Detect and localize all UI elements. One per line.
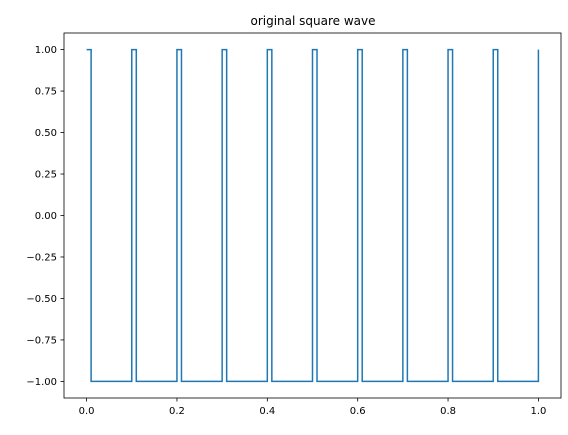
- y-tick-label-6: −0.50: [26, 294, 57, 305]
- y-tick-label-3: 0.25: [35, 170, 57, 181]
- x-tick-label-3: 0.6: [350, 406, 366, 417]
- y-tick-label-1: 0.75: [35, 87, 57, 98]
- x-tick-label-4: 0.8: [440, 406, 456, 417]
- series-line-0: [86, 48, 540, 383]
- y-tick-label-7: −0.75: [26, 335, 57, 346]
- y-tick-label-4: 0.00: [35, 211, 57, 222]
- x-tick-label-1: 0.2: [169, 406, 185, 417]
- x-tick-label-5: 1.0: [530, 406, 546, 417]
- y-tick-label-8: −1.00: [26, 377, 57, 388]
- x-tick-label-0: 0.0: [79, 406, 95, 417]
- y-tick-label-0: 1.00: [35, 45, 57, 56]
- x-tick-label-2: 0.4: [259, 406, 275, 417]
- y-tick-label-5: −0.25: [26, 252, 57, 263]
- y-tick-label-2: 0.50: [35, 128, 57, 139]
- chart-title: original square wave: [250, 14, 375, 28]
